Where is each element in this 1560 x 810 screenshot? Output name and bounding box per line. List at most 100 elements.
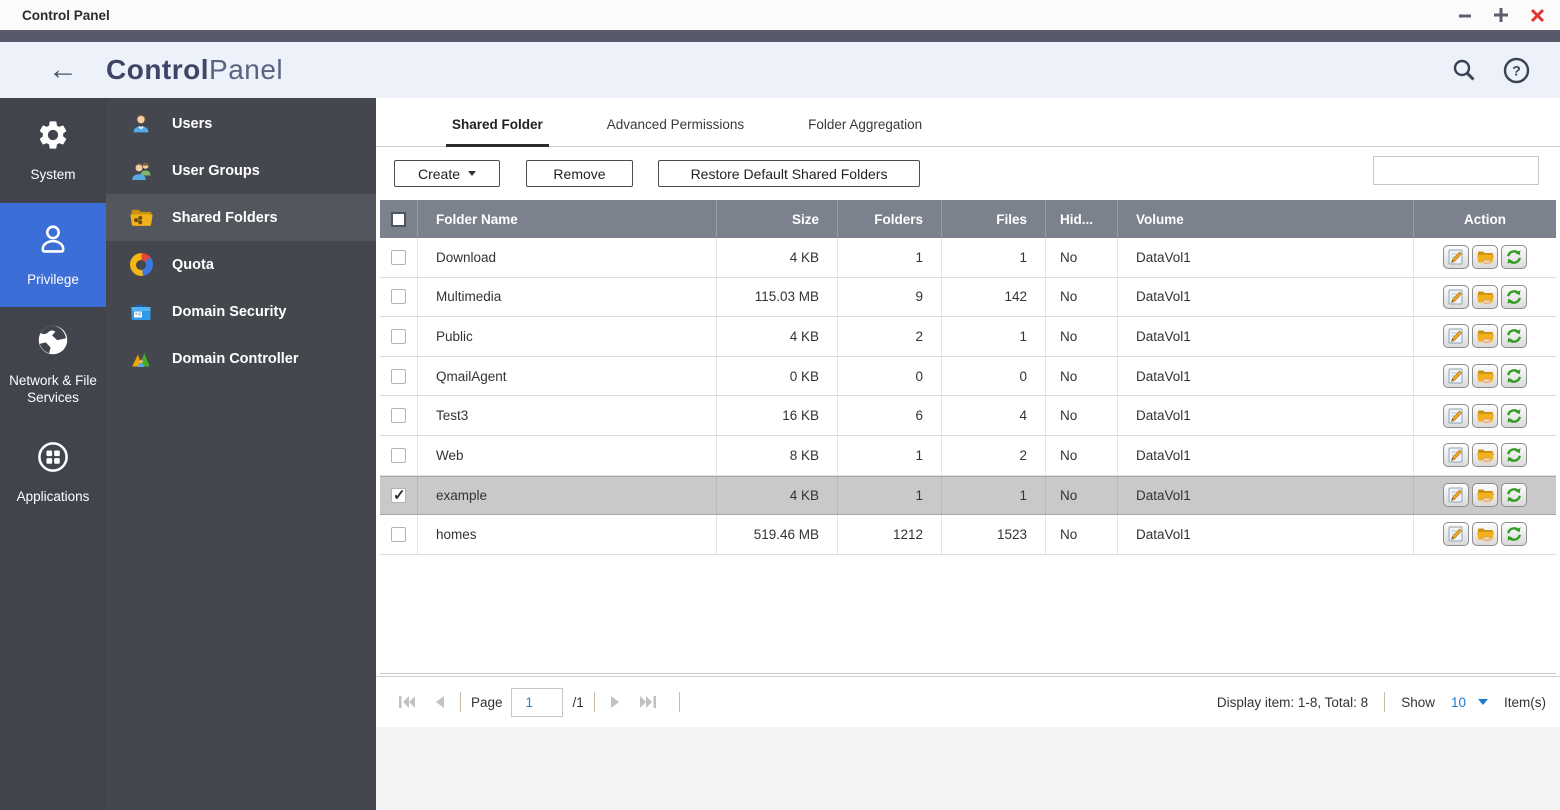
table-row[interactable]: Download 4 KB 1 1 No DataVol1 [380, 238, 1556, 278]
row-checkbox[interactable] [391, 368, 406, 384]
first-page-icon[interactable] [396, 691, 418, 713]
help-icon[interactable]: ? [1503, 57, 1530, 84]
row-checkbox[interactable] [391, 328, 406, 344]
cell-size: 4 KB [717, 238, 838, 277]
column-header-action[interactable]: Action [1464, 211, 1506, 227]
submenu-item-domain-controller[interactable]: Domain Controller [106, 335, 376, 382]
table-row[interactable]: Multimedia 115.03 MB 9 142 No DataVol1 [380, 277, 1556, 318]
table-row[interactable]: QmailAgent 0 KB 0 0 No DataVol1 [380, 356, 1556, 397]
refresh-button[interactable] [1501, 483, 1527, 508]
quota-icon [128, 252, 154, 278]
row-checkbox[interactable] [391, 526, 406, 542]
back-arrow-icon[interactable]: ← [48, 53, 78, 86]
select-all-checkbox[interactable] [391, 211, 406, 227]
edit-properties-button[interactable] [1443, 245, 1469, 270]
submenu-item-label: Domain Controller [172, 350, 299, 367]
last-page-icon[interactable] [637, 691, 659, 713]
edit-permissions-button[interactable] [1472, 364, 1498, 389]
minimize-button[interactable] [1454, 4, 1476, 26]
create-button[interactable]: Create [394, 160, 500, 187]
table-row[interactable]: Web 8 KB 1 2 No DataVol1 [380, 435, 1556, 476]
tab-shared-folder[interactable]: Shared Folder [446, 117, 549, 147]
page-number-input[interactable] [510, 687, 563, 717]
previous-page-icon[interactable] [428, 691, 450, 713]
cell-action [1414, 357, 1556, 396]
cell-folders: 9 [838, 277, 942, 317]
row-checkbox[interactable] [391, 447, 406, 463]
search-icon[interactable] [1451, 57, 1477, 83]
page-size-value[interactable]: 10 [1450, 694, 1466, 710]
row-checkbox[interactable] [391, 249, 406, 265]
next-page-icon[interactable] [605, 691, 627, 713]
restore-default-shared-folders-button[interactable]: Restore Default Shared Folders [658, 160, 920, 187]
edit-properties-button[interactable] [1443, 364, 1469, 389]
row-checkbox[interactable] [391, 486, 406, 504]
edit-properties-icon [1448, 487, 1463, 503]
cell-folder-name: homes [418, 515, 717, 554]
column-header-folders[interactable]: Folders [838, 200, 942, 238]
maximize-button[interactable] [1490, 4, 1512, 26]
sidebar-item-applications[interactable]: Applications [0, 421, 106, 525]
edit-permissions-button[interactable] [1472, 284, 1498, 309]
edit-properties-button[interactable] [1443, 324, 1469, 349]
refresh-button[interactable] [1501, 324, 1527, 349]
table-row[interactable]: Public 4 KB 2 1 No DataVol1 [380, 317, 1556, 357]
table-row[interactable]: Test3 16 KB 6 4 No DataVol1 [380, 396, 1556, 436]
cell-folder-name: QmailAgent [418, 356, 717, 396]
folder-search-box [1373, 156, 1558, 185]
edit-properties-icon [1448, 447, 1463, 463]
submenu-item-quota[interactable]: Quota [106, 241, 376, 288]
column-header-files[interactable]: Files [942, 200, 1046, 238]
column-header-folder-name[interactable]: Folder Name [418, 200, 717, 238]
edit-properties-button[interactable] [1443, 284, 1469, 309]
cell-action [1414, 515, 1556, 554]
refresh-button[interactable] [1501, 364, 1527, 389]
row-checkbox[interactable] [391, 289, 406, 305]
edit-permissions-button[interactable] [1472, 245, 1498, 270]
row-checkbox[interactable] [391, 408, 406, 424]
cell-files: 1523 [942, 515, 1046, 554]
show-label: Show [1401, 694, 1435, 710]
edit-permissions-button[interactable] [1472, 324, 1498, 349]
refresh-button[interactable] [1501, 443, 1527, 468]
folder-search-input[interactable] [1374, 158, 1558, 183]
refresh-button[interactable] [1501, 522, 1527, 547]
sidebar-item-network-file-services[interactable]: Network & File Services [0, 307, 106, 421]
edit-properties-button[interactable] [1443, 403, 1469, 428]
refresh-button[interactable] [1501, 403, 1527, 428]
submenu-item-domain-security[interactable]: Domain Security [106, 288, 376, 335]
cell-size: 519.46 MB [717, 515, 838, 554]
tab-folder-aggregation[interactable]: Folder Aggregation [808, 117, 923, 132]
refresh-button[interactable] [1501, 284, 1527, 309]
page-size-dropdown-icon[interactable] [1478, 699, 1488, 705]
edit-properties-button[interactable] [1443, 483, 1469, 508]
footer-spacer [376, 727, 1560, 810]
cell-volume: DataVol1 [1118, 435, 1414, 475]
close-button[interactable] [1526, 4, 1548, 26]
edit-properties-button[interactable] [1443, 522, 1469, 547]
chevron-down-icon [468, 171, 477, 176]
submenu-item-users[interactable]: Users [106, 100, 376, 147]
table-row[interactable]: example 4 KB 1 1 No DataVol1 [380, 475, 1556, 516]
column-header-size[interactable]: Size [717, 200, 838, 238]
edit-shared-folder-permissions-icon [1476, 291, 1494, 305]
sidebar-item-privilege[interactable]: Privilege [0, 203, 106, 307]
submenu-item-user-groups[interactable]: User Groups [106, 147, 376, 194]
edit-properties-button[interactable] [1443, 443, 1469, 468]
submenu-item-shared-folders[interactable]: Shared Folders [106, 194, 376, 241]
cell-action [1414, 477, 1556, 515]
edit-permissions-button[interactable] [1472, 443, 1498, 468]
column-header-volume[interactable]: Volume [1118, 200, 1414, 238]
remove-button[interactable]: Remove [526, 160, 633, 187]
edit-permissions-button[interactable] [1472, 483, 1498, 508]
table-row[interactable]: homes 519.46 MB 1212 1523 No DataVol1 [380, 515, 1556, 555]
cell-hidden: No [1046, 238, 1118, 277]
tab-advanced-permissions[interactable]: Advanced Permissions [606, 117, 745, 132]
sidebar-item-system[interactable]: System [0, 98, 106, 203]
sidebar-item-label: Applications [16, 489, 90, 505]
refresh-icon [1507, 488, 1521, 503]
column-header-hidden[interactable]: Hid... [1046, 200, 1118, 238]
edit-permissions-button[interactable] [1472, 403, 1498, 428]
edit-permissions-button[interactable] [1472, 522, 1498, 547]
refresh-button[interactable] [1501, 245, 1527, 270]
